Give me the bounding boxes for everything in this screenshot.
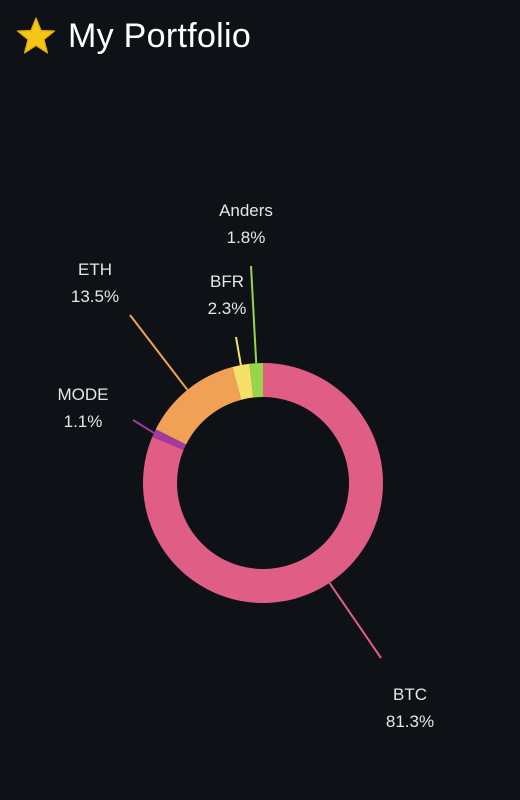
slice-value-eth: 13.5% (71, 287, 119, 306)
slice-anders[interactable] (249, 363, 263, 398)
slice-value-bfr: 2.3% (208, 299, 247, 318)
slice-label-eth: ETH (78, 260, 112, 279)
leader-line-btc (328, 582, 382, 659)
slice-mode[interactable] (152, 429, 187, 450)
slice-bfr[interactable] (232, 363, 254, 400)
slice-value-btc: 81.3% (386, 712, 434, 731)
leader-line-mode (132, 419, 155, 434)
leader-line-eth (129, 314, 189, 391)
slice-label-bfr: BFR (210, 272, 244, 291)
slice-label-mode: MODE (58, 385, 109, 404)
leader-line-anders (250, 265, 258, 364)
slice-value-mode: 1.1% (64, 412, 103, 431)
slice-label-btc: BTC (393, 685, 427, 704)
slice-label-anders: Anders (219, 201, 273, 220)
page-title: My Portfolio (68, 16, 252, 55)
slice-value-anders: 1.8% (227, 228, 266, 247)
header: My Portfolio (16, 10, 251, 62)
slice-eth[interactable] (155, 366, 242, 445)
star-icon (16, 17, 56, 54)
leader-line-bfr (235, 336, 242, 366)
